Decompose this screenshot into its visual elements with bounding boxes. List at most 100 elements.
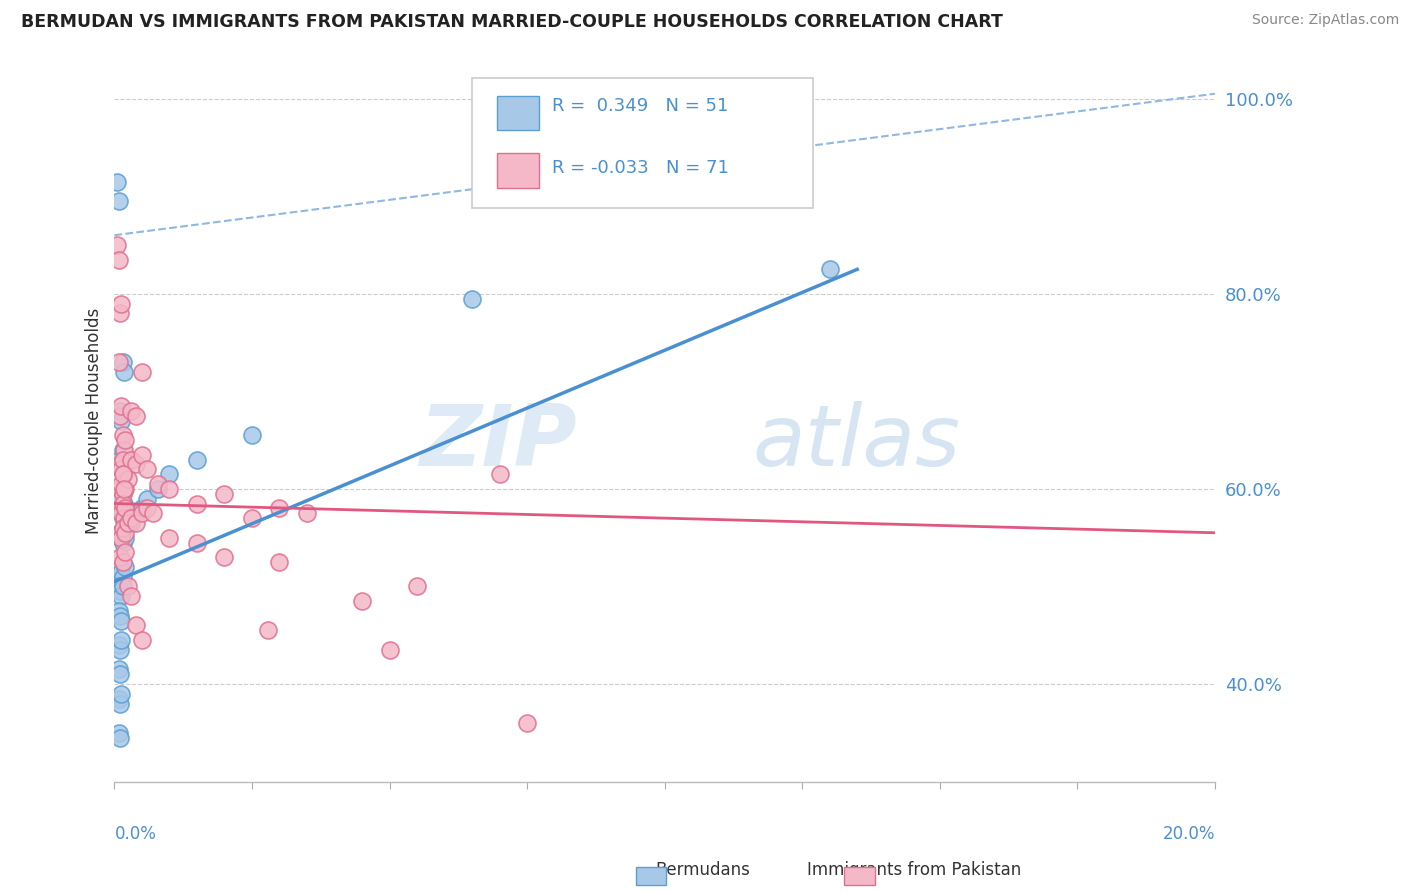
Point — [125, 618, 148, 632]
Point — [108, 501, 131, 516]
Point — [111, 496, 134, 510]
Point — [125, 458, 148, 472]
Point — [110, 687, 132, 701]
Point — [240, 428, 263, 442]
Point — [110, 296, 132, 310]
Point — [108, 697, 131, 711]
Point — [214, 487, 236, 501]
Point — [108, 691, 131, 706]
Point — [108, 550, 131, 565]
Point — [131, 365, 153, 379]
Point — [516, 716, 538, 731]
Point — [159, 467, 181, 482]
Point — [125, 409, 148, 423]
Point — [112, 442, 135, 457]
Point — [111, 442, 134, 457]
Point — [295, 506, 318, 520]
Point — [114, 560, 136, 574]
Text: 0.0%: 0.0% — [114, 825, 156, 844]
Point — [105, 175, 128, 189]
Point — [108, 458, 131, 472]
Point — [159, 482, 181, 496]
Point — [120, 452, 142, 467]
Point — [108, 579, 131, 593]
Point — [136, 491, 159, 506]
Point — [131, 501, 153, 516]
Text: ZIP: ZIP — [419, 401, 576, 483]
Point — [108, 667, 131, 681]
Point — [120, 516, 142, 530]
Point — [112, 365, 135, 379]
Point — [406, 579, 429, 593]
Point — [488, 467, 510, 482]
Point — [111, 569, 134, 583]
Point — [111, 355, 134, 369]
Point — [108, 355, 131, 369]
Point — [112, 467, 135, 482]
Point — [125, 506, 148, 520]
Point — [108, 560, 131, 574]
Point — [110, 462, 132, 476]
Point — [108, 638, 131, 652]
Point — [108, 482, 131, 496]
Point — [111, 511, 134, 525]
Point — [110, 565, 132, 579]
Point — [269, 555, 291, 569]
Point — [136, 501, 159, 516]
Point — [108, 525, 131, 540]
Y-axis label: Married-couple Households: Married-couple Households — [86, 308, 103, 533]
Point — [108, 731, 131, 745]
Point — [114, 433, 136, 447]
Point — [112, 496, 135, 510]
Point — [117, 579, 139, 593]
Point — [108, 491, 131, 506]
Point — [110, 462, 132, 476]
Point — [110, 614, 132, 628]
Point — [110, 501, 132, 516]
Point — [108, 306, 131, 320]
Point — [148, 482, 170, 496]
Point — [131, 506, 153, 520]
Point — [110, 399, 132, 413]
Point — [461, 292, 484, 306]
Point — [240, 511, 263, 525]
Point — [110, 531, 132, 545]
Text: 20.0%: 20.0% — [1163, 825, 1215, 844]
Text: Source: ZipAtlas.com: Source: ZipAtlas.com — [1251, 13, 1399, 28]
Point — [108, 604, 131, 618]
FancyBboxPatch shape — [498, 153, 538, 188]
Point — [110, 506, 132, 520]
Point — [110, 589, 132, 603]
Point — [108, 404, 131, 418]
Point — [114, 545, 136, 559]
Point — [378, 643, 401, 657]
Text: atlas: atlas — [752, 401, 960, 483]
Point — [186, 452, 208, 467]
Point — [111, 487, 134, 501]
Point — [110, 633, 132, 648]
Point — [117, 511, 139, 525]
Point — [108, 608, 131, 623]
Point — [110, 413, 132, 427]
Text: R =  0.349   N = 51: R = 0.349 N = 51 — [553, 97, 728, 115]
Point — [114, 525, 136, 540]
Point — [818, 262, 841, 277]
Point — [120, 404, 142, 418]
Point — [257, 624, 280, 638]
Point — [111, 467, 134, 482]
Point — [112, 521, 135, 535]
Point — [142, 506, 165, 520]
Point — [131, 448, 153, 462]
Point — [186, 535, 208, 549]
Point — [125, 516, 148, 530]
Point — [120, 589, 142, 603]
Point — [112, 511, 135, 525]
Point — [114, 501, 136, 516]
Point — [108, 194, 131, 208]
Point — [108, 452, 131, 467]
Point — [108, 409, 131, 423]
Point — [159, 531, 181, 545]
Point — [111, 428, 134, 442]
Point — [269, 501, 291, 516]
Point — [108, 643, 131, 657]
